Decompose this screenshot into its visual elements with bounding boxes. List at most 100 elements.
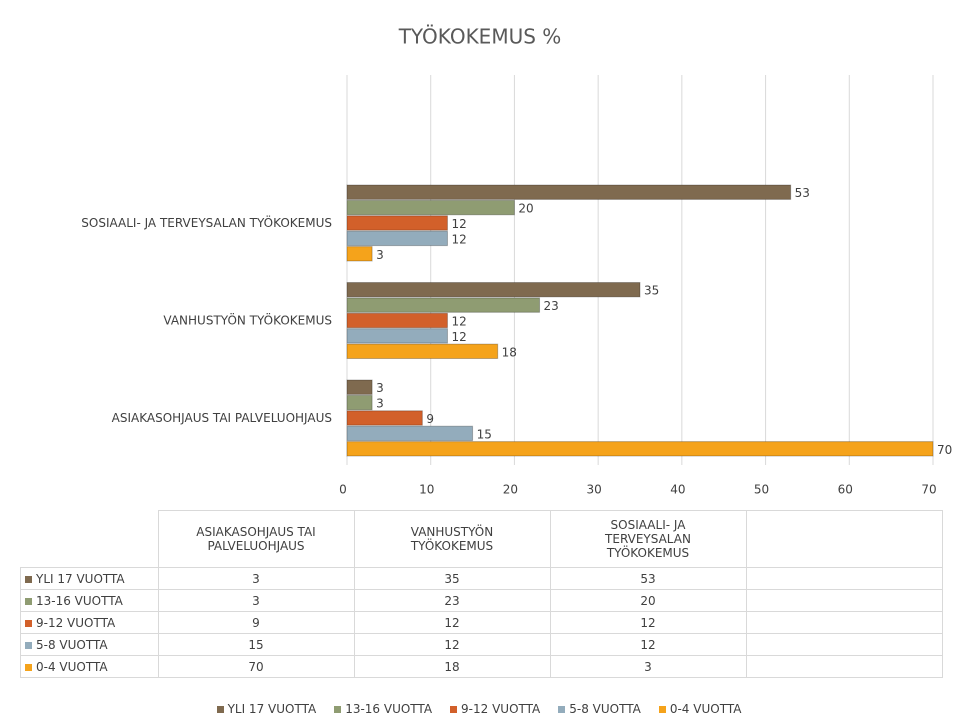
data-label: 70 bbox=[937, 443, 952, 457]
x-tick-label: 0 bbox=[339, 483, 347, 497]
table-cell: 3 bbox=[549, 655, 747, 678]
legend-swatch bbox=[558, 706, 566, 713]
bar bbox=[346, 343, 499, 360]
bar bbox=[346, 425, 474, 442]
bar bbox=[346, 297, 541, 313]
table-row-label: 9-12 VUOTTA bbox=[20, 611, 159, 634]
bar bbox=[346, 246, 373, 262]
table-cell-empty bbox=[745, 567, 943, 590]
bar bbox=[346, 379, 373, 395]
legend-label: 5-8 VUOTTA bbox=[569, 702, 641, 716]
row-label-text: YLI 17 VUOTTA bbox=[36, 571, 125, 586]
bar bbox=[346, 410, 423, 426]
row-label-text: 0-4 VUOTTA bbox=[36, 659, 108, 674]
table-cell: 70 bbox=[157, 655, 355, 678]
table-header: SOSIAALI- JA TERVEYSALAN TYÖKOKEMUS bbox=[549, 510, 747, 568]
row-label-text: 5-8 VUOTTA bbox=[36, 637, 108, 652]
legend-swatch bbox=[25, 619, 32, 627]
row-label-text: 9-12 VUOTTA bbox=[36, 615, 116, 630]
table-cell: 53 bbox=[549, 567, 747, 590]
y-tick-label: VANHUSTYÖN TYÖKOKEMUS bbox=[163, 312, 332, 328]
bar bbox=[346, 199, 515, 216]
legend-swatch bbox=[25, 597, 32, 605]
data-label: 9 bbox=[426, 412, 434, 426]
table-cell: 12 bbox=[353, 633, 551, 656]
table-cell: 3 bbox=[157, 567, 355, 590]
y-tick-label: SOSIAALI- JA TERVEYSALAN TYÖKOKEMUS bbox=[81, 214, 332, 230]
legend-swatch bbox=[334, 706, 342, 713]
legend-item: 9-12 VUOTTA bbox=[450, 702, 540, 716]
chart-title: TYÖKOKEMUS % bbox=[398, 25, 562, 49]
legend-swatch bbox=[25, 575, 32, 583]
row-label-text: 13-16 VUOTTA bbox=[36, 593, 123, 608]
data-label: 35 bbox=[644, 284, 659, 298]
table-header: ASIAKASOHJAUS TAI PALVELUOHJAUS bbox=[157, 510, 355, 568]
x-tick-label: 60 bbox=[838, 483, 853, 497]
x-tick-label: 70 bbox=[921, 483, 936, 497]
table-row-label: 5-8 VUOTTA bbox=[20, 633, 159, 656]
table-cell: 15 bbox=[157, 633, 355, 656]
table-cell-empty bbox=[745, 655, 943, 678]
data-label: 23 bbox=[544, 299, 559, 313]
data-label: 12 bbox=[451, 217, 466, 231]
table-row: 9-12 VUOTTA 9 12 12 bbox=[20, 611, 943, 634]
table-row: 0-4 VUOTTA 70 18 3 bbox=[20, 655, 943, 678]
table-cell: 35 bbox=[353, 567, 551, 590]
table-row-label: YLI 17 VUOTTA bbox=[20, 567, 159, 590]
table-cell-empty bbox=[745, 611, 943, 634]
data-label: 3 bbox=[376, 248, 384, 262]
table-row: YLI 17 VUOTTA 3 35 53 bbox=[20, 567, 943, 590]
bar bbox=[346, 394, 373, 411]
data-label: 53 bbox=[795, 186, 810, 200]
legend-swatch bbox=[658, 706, 666, 713]
x-tick-label: 40 bbox=[670, 483, 685, 497]
legend-item: YLI 17 VUOTTA bbox=[216, 702, 317, 716]
table-cell: 18 bbox=[353, 655, 551, 678]
legend-label: 9-12 VUOTTA bbox=[461, 702, 541, 716]
legend-item: 0-4 VUOTTA bbox=[658, 702, 742, 716]
data-label: 3 bbox=[376, 397, 384, 411]
chart: TYÖKOKEMUS % 0 10 20 30 40 50 60 70 ASIAKASOHJAU… bbox=[81, 25, 952, 497]
table-cell: 12 bbox=[549, 633, 747, 656]
x-tick-label: 20 bbox=[503, 483, 518, 497]
bar bbox=[346, 215, 448, 231]
legend-swatch bbox=[25, 663, 32, 671]
table-cell-empty bbox=[745, 589, 943, 612]
data-label: 15 bbox=[477, 427, 492, 441]
data-label: 12 bbox=[451, 330, 466, 344]
data-label: 18 bbox=[502, 345, 517, 359]
legend-label: 0-4 VUOTTA bbox=[669, 702, 742, 716]
x-tick-label: 10 bbox=[419, 483, 434, 497]
legend-swatch bbox=[216, 706, 224, 713]
legend-swatch bbox=[450, 706, 458, 713]
table-header: VANHUSTYÖN TYÖKOKEMUS bbox=[353, 510, 551, 568]
table-header-empty bbox=[745, 510, 943, 568]
table-row: 5-8 VUOTTA 15 12 12 bbox=[20, 633, 943, 656]
legend-item: 13-16 VUOTTA bbox=[334, 702, 432, 716]
x-tick-label: 50 bbox=[754, 483, 769, 497]
legend: YLI 17 VUOTTA 13-16 VUOTTA 9-12 VUOTTA 5-8 … bbox=[0, 702, 958, 716]
legend-item: 5-8 VUOTTA bbox=[558, 702, 641, 716]
x-tick-label: 30 bbox=[587, 483, 602, 497]
data-label: 12 bbox=[451, 315, 466, 329]
table-row-label: 13-16 VUOTTA bbox=[20, 589, 159, 612]
table-header-row: ASIAKASOHJAUS TAI PALVELUOHJAUS VANHUSTYÖ… bbox=[21, 510, 943, 568]
data-table: ASIAKASOHJAUS TAI PALVELUOHJAUS VANHUSTYÖ… bbox=[20, 510, 943, 678]
bar bbox=[346, 441, 934, 457]
table-cell: 12 bbox=[549, 611, 747, 634]
bar bbox=[346, 328, 448, 344]
bar bbox=[346, 312, 448, 329]
bar bbox=[346, 282, 641, 298]
data-label: 3 bbox=[376, 381, 384, 395]
table-cell: 3 bbox=[157, 589, 355, 612]
y-tick-label: ASIAKASOHJAUS TAI PALVELUOHJAUS bbox=[112, 411, 332, 425]
table-row: 13-16 VUOTTA 3 23 20 bbox=[20, 589, 943, 612]
table-row-label: 0-4 VUOTTA bbox=[20, 655, 159, 678]
table-cell: 23 bbox=[353, 589, 551, 612]
legend-label: 13-16 VUOTTA bbox=[345, 702, 433, 716]
data-label: 20 bbox=[518, 202, 533, 216]
legend-label: YLI 17 VUOTTA bbox=[227, 702, 317, 716]
legend-swatch bbox=[25, 641, 32, 649]
data-label: 12 bbox=[451, 232, 466, 246]
